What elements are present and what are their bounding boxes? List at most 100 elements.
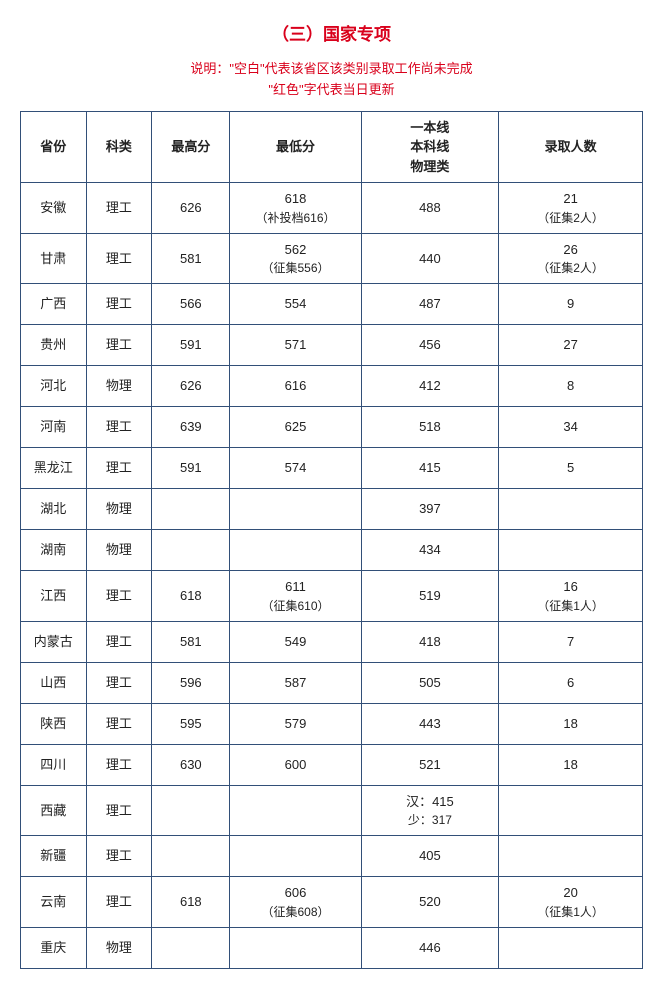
cell-count	[499, 785, 643, 836]
cell-count-value: 8	[567, 378, 574, 393]
cell-min-sub: （征集556）	[232, 259, 358, 277]
th-line-l2: 本科线	[410, 139, 449, 154]
cell-province: 安徽	[21, 183, 87, 234]
cell-max-value: 626	[180, 378, 202, 393]
cell-min: 554	[230, 284, 361, 325]
table-row: 江西理工618611（征集610）51916（征集1人）	[21, 571, 643, 622]
cell-line: 446	[361, 927, 499, 968]
cell-line-value: 440	[419, 251, 441, 266]
cell-category-value: 理工	[106, 675, 132, 690]
table-row: 陕西理工59557944318	[21, 703, 643, 744]
cell-province: 内蒙古	[21, 621, 87, 662]
cell-province-value: 山西	[40, 675, 66, 690]
cell-category: 理工	[86, 836, 152, 877]
cell-category: 理工	[86, 571, 152, 622]
cell-category-value: 物理	[106, 542, 132, 557]
cell-count-value: 27	[563, 337, 577, 352]
cell-province: 新疆	[21, 836, 87, 877]
cell-min-value: 611	[285, 579, 306, 594]
cell-line: 443	[361, 703, 499, 744]
cell-min-value: 574	[285, 460, 307, 475]
cell-province: 四川	[21, 744, 87, 785]
cell-line-value: 505	[419, 675, 441, 690]
cell-category: 理工	[86, 407, 152, 448]
cell-min-value: 587	[285, 675, 307, 690]
cell-max: 639	[152, 407, 230, 448]
cell-count-value: 18	[563, 757, 577, 772]
cell-max: 618	[152, 877, 230, 928]
cell-line: 415	[361, 448, 499, 489]
cell-category-value: 理工	[106, 588, 132, 603]
cell-line: 汉：415少：317	[361, 785, 499, 836]
cell-max: 618	[152, 571, 230, 622]
cell-min	[230, 836, 361, 877]
cell-count: 9	[499, 284, 643, 325]
cell-count-value: 34	[563, 419, 577, 434]
cell-province: 重庆	[21, 927, 87, 968]
cell-min-sub: （征集610）	[232, 597, 358, 615]
cell-max: 626	[152, 183, 230, 234]
note-block: 说明："空白"代表该省区该类别录取工作尚未完成 "红色"字代表当日更新	[20, 59, 643, 101]
cell-count-value: 9	[567, 296, 574, 311]
table-row: 山西理工5965875056	[21, 662, 643, 703]
cell-line: 518	[361, 407, 499, 448]
table-row: 内蒙古理工5815494187	[21, 621, 643, 662]
table-row: 云南理工618606（征集608）52020（征集1人）	[21, 877, 643, 928]
cell-line: 487	[361, 284, 499, 325]
cell-max-value: 566	[180, 296, 202, 311]
cell-province-value: 江西	[40, 588, 66, 603]
cell-province-value: 贵州	[40, 337, 66, 352]
cell-min: 562 （征集556）	[230, 233, 361, 284]
cell-category: 物理	[86, 927, 152, 968]
cell-category: 理工	[86, 325, 152, 366]
cell-category: 物理	[86, 366, 152, 407]
table-row: 河南理工63962551834	[21, 407, 643, 448]
cell-line-value: 397	[419, 501, 441, 516]
cell-count	[499, 530, 643, 571]
cell-line: 505	[361, 662, 499, 703]
cell-count: 26（征集2人）	[499, 233, 643, 284]
cell-count-value: 26	[563, 242, 577, 257]
cell-count-value: 7	[567, 634, 574, 649]
table-row: 贵州理工59157145627	[21, 325, 643, 366]
cell-line-value: 443	[419, 716, 441, 731]
cell-province: 湖北	[21, 489, 87, 530]
cell-count: 5	[499, 448, 643, 489]
cell-line: 488	[361, 183, 499, 234]
cell-min-value: 618	[285, 191, 307, 206]
table-row: 甘肃理工581562（征集556）44026（征集2人）	[21, 233, 643, 284]
cell-province: 云南	[21, 877, 87, 928]
cell-max: 626	[152, 366, 230, 407]
cell-category-value: 理工	[106, 337, 132, 352]
cell-count-value: 5	[567, 460, 574, 475]
cell-min	[230, 530, 361, 571]
table-row: 广西理工5665544879	[21, 284, 643, 325]
note-line2: "红色"字代表当日更新	[268, 82, 394, 97]
th-max: 最高分	[152, 111, 230, 183]
cell-count: 7	[499, 621, 643, 662]
cell-min-value: 606	[285, 885, 307, 900]
cell-category: 理工	[86, 703, 152, 744]
cell-count: 8	[499, 366, 643, 407]
cell-category-value: 理工	[106, 803, 132, 818]
cell-category-value: 理工	[106, 757, 132, 772]
cell-category-value: 理工	[106, 200, 132, 215]
table-header-row: 省份 科类 最高分 最低分 一本线 本科线 物理类 录取人数	[21, 111, 643, 183]
cell-line-value: 汉：415	[406, 794, 454, 809]
cell-category: 理工	[86, 662, 152, 703]
th-province: 省份	[21, 111, 87, 183]
th-min: 最低分	[230, 111, 361, 183]
cell-max: 596	[152, 662, 230, 703]
cell-line: 412	[361, 366, 499, 407]
table-body: 安徽理工626618（补投档616）48821（征集2人）甘肃理工581562（…	[21, 183, 643, 969]
table-row: 重庆物理 446	[21, 927, 643, 968]
cell-min-value: 562	[285, 242, 307, 257]
cell-province: 贵州	[21, 325, 87, 366]
th-line-l1: 一本线	[410, 120, 449, 135]
table-row: 新疆理工405	[21, 836, 643, 877]
cell-province-value: 云南	[40, 894, 66, 909]
cell-min-sub: （补投档616）	[232, 209, 358, 227]
cell-line-value: 487	[419, 296, 441, 311]
cell-max	[152, 530, 230, 571]
cell-province-value: 甘肃	[40, 251, 66, 266]
